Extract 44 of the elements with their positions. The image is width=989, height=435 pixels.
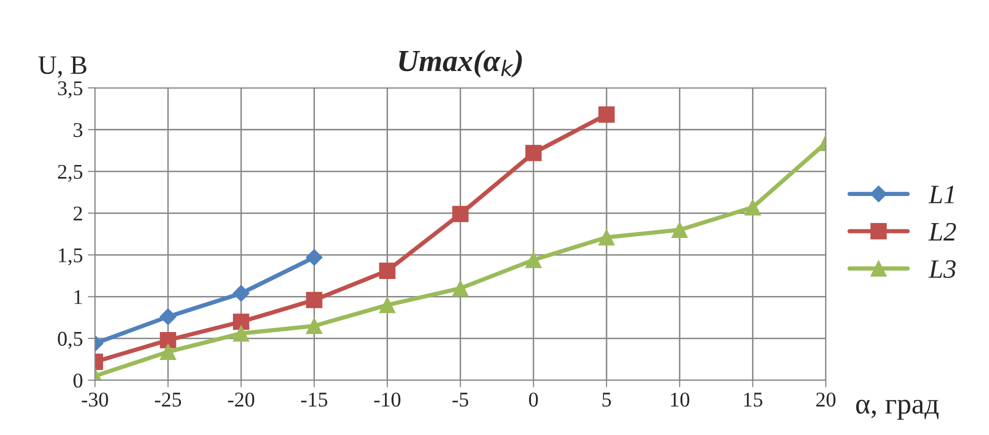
point [379, 262, 396, 279]
y-tick-label: 1 [74, 290, 82, 304]
x-axis-title: α, град [856, 400, 939, 420]
chart-title: Umax(α$_{k}$) [399, 50, 522, 78]
point [306, 318, 322, 334]
point [525, 144, 542, 162]
point [306, 292, 322, 308]
point [232, 325, 250, 342]
y-tick-label: 2,5 [58, 164, 82, 182]
legend-label: L2 [928, 222, 956, 240]
point [160, 344, 176, 360]
x-tick-label: -5 [452, 392, 468, 407]
point [232, 314, 250, 330]
point [160, 332, 176, 348]
y-tick-label: 3,5 [58, 81, 82, 98]
y-axis-title: U, В [38, 56, 86, 78]
x-tick-label: -15 [301, 392, 328, 407]
y-tick-label: 0,5 [58, 332, 82, 349]
x-tick-label: -10 [374, 392, 400, 407]
point [598, 106, 615, 123]
point [452, 280, 469, 296]
point [306, 249, 323, 266]
x-tick-label: 20 [816, 392, 836, 407]
x-tick-label: 15 [744, 392, 762, 407]
x-tick-label: -30 [82, 392, 108, 407]
point [379, 296, 396, 314]
point [452, 206, 469, 222]
x-tick-label: -20 [228, 392, 254, 407]
point [744, 199, 761, 216]
y-tick-label: 2 [74, 206, 82, 220]
y-tick-label: 1,5 [58, 248, 82, 266]
x-tick-label: -25 [154, 392, 182, 407]
point [525, 252, 542, 268]
y-tick-label: 3 [74, 123, 82, 138]
point [160, 308, 176, 326]
point [232, 284, 250, 302]
point [598, 229, 615, 246]
legend-label: L1 [928, 186, 954, 204]
y-tick-label: 0 [74, 374, 82, 388]
legend-label: L3 [928, 260, 956, 278]
x-tick-label: 5 [602, 392, 611, 407]
x-tick-label: 10 [671, 392, 690, 407]
point [671, 222, 688, 238]
x-tick-label: 0 [529, 392, 538, 407]
